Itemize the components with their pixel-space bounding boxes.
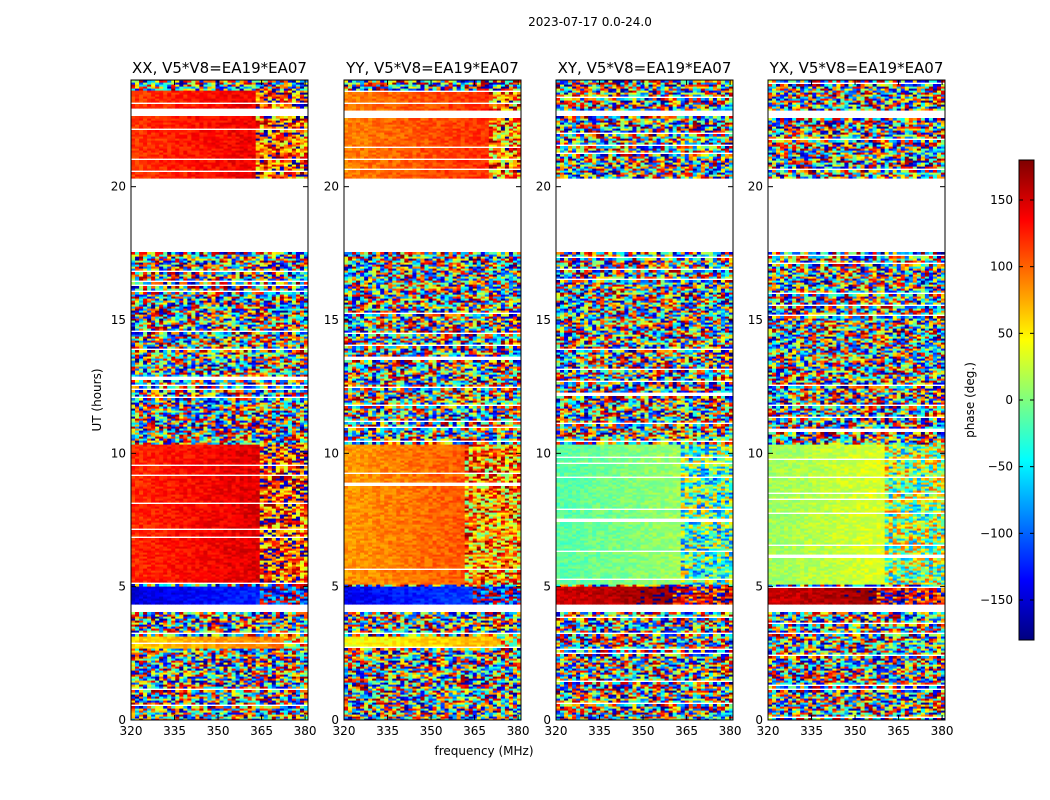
panel-yx: YX, V5*V8=EA19*EA07 0 5 10 15 20 320 335 350 365 3…	[748, 59, 954, 738]
y-tick-label: 15	[324, 313, 339, 327]
panel-xx: XX, V5*V8=EA19*EA07 0 5 10 15 20 320 335 350 365 3…	[90, 59, 317, 738]
colorbar-tick-label: 150	[990, 193, 1013, 207]
x-tick-label: 380	[294, 724, 317, 738]
y-tick-label: 0	[331, 713, 339, 727]
y-tick-label: 15	[111, 313, 126, 327]
y-tick-label: 15	[748, 313, 763, 327]
colorbar: phase (deg.)	[963, 159, 1035, 641]
colorbar-label: phase (deg.)	[963, 362, 977, 438]
panels: XX, V5*V8=EA19*EA07 0 5 10 15 20 320 335 350 365 3…	[90, 59, 954, 758]
x-tick-label: 380	[931, 724, 954, 738]
x-tick-label: 365	[463, 724, 486, 738]
panel-title: XY, V5*V8=EA19*EA07	[558, 59, 732, 77]
colorbar-tick-label: 50	[998, 326, 1013, 340]
x-tick-label: 320	[333, 724, 356, 738]
phase-image	[768, 80, 945, 720]
colorbar-tick-label: −150	[980, 593, 1013, 607]
colorbar-tick-label: −100	[980, 526, 1013, 540]
x-tick-label: 335	[800, 724, 823, 738]
phase-image	[131, 80, 308, 720]
axes-frame	[343, 79, 522, 721]
panel-yy: YY, V5*V8=EA19*EA07 0 5 10 15 20 320 335 350 365 3…	[324, 59, 534, 758]
y-tick-label: 15	[536, 313, 551, 327]
y-tick-label: 5	[543, 580, 551, 594]
figure-suptitle: 2023-07-17 0.0-24.0	[528, 15, 652, 29]
y-tick-label: 0	[755, 713, 763, 727]
x-tick-label: 335	[163, 724, 186, 738]
x-tick-label: 320	[120, 724, 143, 738]
x-tick-label: 320	[757, 724, 780, 738]
colorbar-tick-label: 100	[990, 260, 1013, 274]
panel-title: XX, V5*V8=EA19*EA07	[132, 59, 307, 77]
y-tick-label: 10	[111, 446, 126, 460]
x-tick-label: 350	[844, 724, 867, 738]
axes-frame	[130, 79, 309, 721]
colorbar-tick-label: −50	[988, 460, 1013, 474]
x-tick-label: 350	[420, 724, 443, 738]
y-tick-label: 5	[331, 580, 339, 594]
y-tick-label: 5	[755, 580, 763, 594]
y-tick-label: 20	[111, 180, 126, 194]
y-tick-label: 10	[748, 446, 763, 460]
y-tick-label: 20	[324, 180, 339, 194]
axes-frame	[555, 79, 734, 721]
x-axis-label: frequency (MHz)	[434, 744, 533, 758]
y-tick-label: 10	[536, 446, 551, 460]
y-tick-label: 5	[118, 580, 126, 594]
panel-title: YX, V5*V8=EA19*EA07	[769, 59, 944, 77]
axes-frame	[767, 79, 946, 721]
x-tick-label: 380	[719, 724, 742, 738]
x-tick-label: 350	[632, 724, 655, 738]
x-tick-label: 365	[675, 724, 698, 738]
phase-image	[556, 80, 733, 720]
y-tick-label: 20	[536, 180, 551, 194]
y-tick-label: 0	[118, 713, 126, 727]
colorbar-tick-label: 0	[1005, 393, 1013, 407]
y-tick-label: 0	[543, 713, 551, 727]
x-tick-label: 350	[207, 724, 230, 738]
y-tick-label: 20	[748, 180, 763, 194]
y-axis-label: UT (hours)	[90, 368, 104, 431]
panel-xy: XY, V5*V8=EA19*EA07 0 5 10 15 20 320 335 350 365 3…	[536, 59, 742, 738]
y-tick-label: 10	[324, 446, 339, 460]
panel-title: YY, V5*V8=EA19*EA07	[345, 59, 519, 77]
phase-image	[344, 80, 521, 720]
x-tick-label: 365	[887, 724, 910, 738]
x-tick-label: 335	[588, 724, 611, 738]
x-tick-label: 365	[250, 724, 273, 738]
x-tick-label: 335	[376, 724, 399, 738]
x-tick-label: 320	[545, 724, 568, 738]
x-tick-label: 380	[507, 724, 530, 738]
